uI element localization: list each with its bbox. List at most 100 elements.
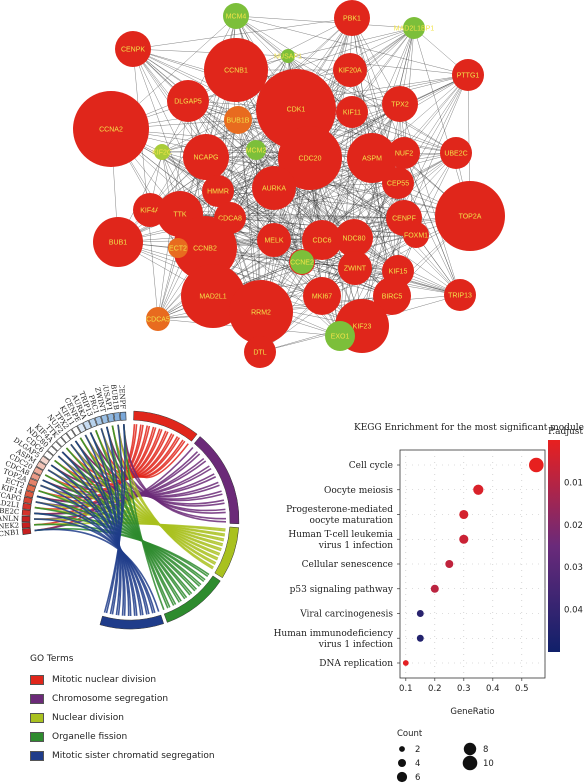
data-point <box>529 457 544 473</box>
size-legend-label: 6 <box>415 773 420 783</box>
chord-ribbon <box>57 455 132 617</box>
gene-block <box>82 420 92 431</box>
network-node-label: FOXM1 <box>404 233 428 240</box>
network-node-circle <box>154 144 170 160</box>
network-node-circle <box>444 279 476 311</box>
chord-ribbon <box>100 428 216 566</box>
chord-ribbon <box>89 432 225 507</box>
network-node: CDC20 <box>278 126 342 190</box>
gene-label: ANLN <box>0 515 19 523</box>
y-tick-label: p53 signaling pathway <box>290 585 394 595</box>
data-point <box>459 509 469 520</box>
gene-block <box>27 478 39 487</box>
chord-ribbon <box>84 434 218 561</box>
colorbar-tick-label: 0.01 <box>564 478 583 488</box>
network-node: CCNE2 <box>290 250 314 274</box>
gene-block <box>100 414 109 424</box>
network-node-label: CDK1 <box>287 107 306 114</box>
gene-label: NCAPG <box>0 490 22 503</box>
go-legend-swatch <box>30 674 44 685</box>
network-node-circle <box>440 137 472 169</box>
network-node-circle <box>202 175 234 207</box>
chord-ribbon <box>117 424 214 570</box>
network-node-circle <box>388 137 420 169</box>
gene-block <box>21 509 31 516</box>
chord-ribbon <box>36 460 207 504</box>
chord-ribbon <box>47 469 138 616</box>
network-node-label: CEP55 <box>387 181 409 188</box>
gene-block <box>76 422 87 434</box>
gene-block <box>71 425 81 437</box>
chord-ribbon <box>105 424 123 614</box>
data-point <box>430 584 439 593</box>
gene-block <box>107 413 115 423</box>
network-node-label: KIF23 <box>353 324 372 331</box>
network-node-label: ECT2 <box>169 246 187 253</box>
network-node: PTTG1 <box>452 59 484 91</box>
network-node-circle <box>73 91 149 167</box>
y-tick-label-line: virus 1 infection <box>318 541 393 551</box>
network-node-label: KIF15 <box>389 269 408 276</box>
chord-ribbon <box>89 432 121 616</box>
network-node: AURKA <box>252 166 296 210</box>
network-node-label: TRIP13 <box>448 293 472 300</box>
network-edge <box>117 182 399 243</box>
network-node-label: ASPM <box>362 156 382 163</box>
chord-ribbon <box>34 512 154 614</box>
gene-block <box>21 522 31 529</box>
go-legend-item: Mitotic nuclear division <box>30 670 215 689</box>
gene-block <box>21 515 31 523</box>
network-edge <box>132 17 353 50</box>
y-tick-label-line: DNA replication <box>319 659 393 669</box>
x-tick-label: 0.3 <box>457 684 471 694</box>
network-node-circle <box>325 321 355 351</box>
chord-ribbon <box>38 490 201 587</box>
chord-ribbon <box>42 479 142 616</box>
network-node: CCNA2 <box>73 91 149 167</box>
network-node: DTL <box>244 336 276 368</box>
size-legend-label: 4 <box>415 759 420 769</box>
go-legend-label: Nuclear division <box>52 712 124 723</box>
gene-block <box>94 415 103 426</box>
chord-ribbon <box>70 443 126 616</box>
chart-title: KEGG Enrichment for the most significant… <box>354 423 584 433</box>
size-legend-title: Count <box>397 729 423 739</box>
network-node-label: CCNB1 <box>224 68 248 75</box>
gene-block <box>22 528 32 535</box>
y-tick-label: DNA replication <box>319 659 393 669</box>
network-node-circle <box>302 220 342 260</box>
colorbar-title: P.adjust <box>548 427 583 437</box>
kegg-dot-plot: KEGG Enrichment for the most significant… <box>274 423 584 783</box>
network-node-label: MKI67 <box>312 294 332 301</box>
chord-ribbon <box>65 447 186 600</box>
go-legend-label: Organelle fission <box>52 731 128 742</box>
chord-ribbon <box>44 474 196 592</box>
chord-ribbon <box>105 426 121 615</box>
chord-ribbon <box>70 443 220 556</box>
network-node: CCNB1 <box>204 38 268 102</box>
network-node-label: CDCA8 <box>218 216 242 223</box>
go-legend-swatch <box>30 693 44 704</box>
network-node-label: UBE2C <box>444 151 467 158</box>
gene-block <box>119 411 127 421</box>
gene-label: BUB1B <box>109 385 120 410</box>
network-node: KIF2C <box>152 144 172 160</box>
go-term-arc <box>193 436 240 525</box>
network-node-circle <box>290 250 314 274</box>
network-edge <box>235 15 469 76</box>
go-term-arc <box>133 410 198 442</box>
x-tick-label: 0.4 <box>486 684 500 694</box>
chord-ribbon <box>74 440 125 616</box>
network-node-label: TOP2A <box>459 214 482 221</box>
network-node-circle <box>167 80 209 122</box>
go-term-arc <box>163 575 221 623</box>
network-edge <box>351 111 457 154</box>
network-node: ZWINT <box>338 251 372 285</box>
y-tick-label: Progesterone-mediated oocyte maturation <box>286 505 393 526</box>
network-node-circle <box>93 217 143 267</box>
network-node: BIRC5 <box>373 277 411 315</box>
network-node-label: CDCA5 <box>146 317 170 324</box>
network-node: NDC80 <box>335 219 373 257</box>
gene-block <box>39 455 50 466</box>
network-node: NCAPG <box>183 134 229 180</box>
